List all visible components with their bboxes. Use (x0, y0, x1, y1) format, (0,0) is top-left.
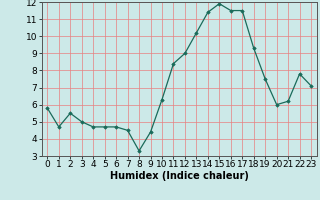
X-axis label: Humidex (Indice chaleur): Humidex (Indice chaleur) (110, 171, 249, 181)
